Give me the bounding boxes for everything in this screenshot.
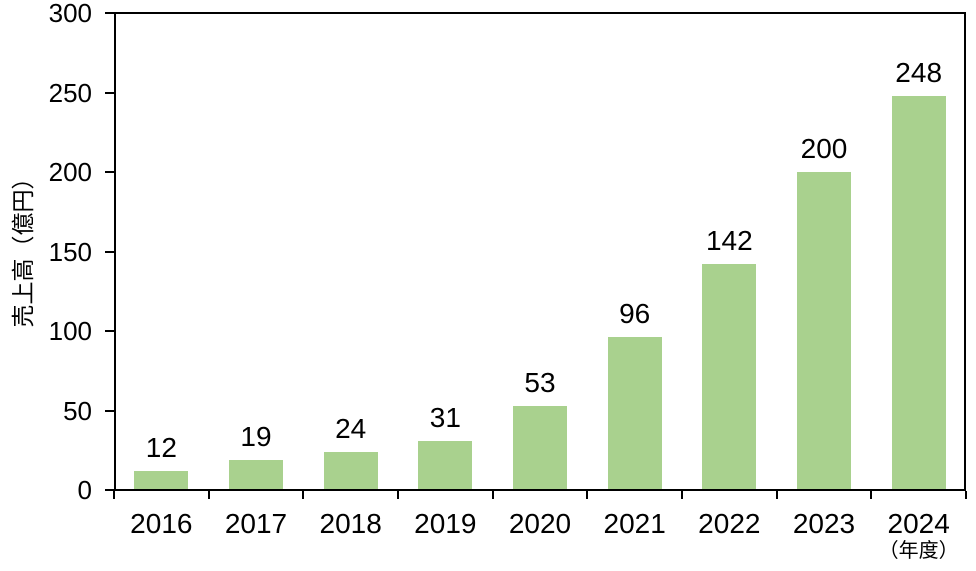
x-axis-unit-label: （年度）: [878, 540, 959, 562]
y-axis-tick: [105, 330, 114, 332]
bar-2018: [323, 451, 378, 489]
bar-2020: [513, 405, 567, 489]
x-axis-tick: [207, 491, 210, 499]
bar-2022: [702, 264, 757, 489]
bar-2021: [607, 337, 662, 489]
y-axis-tick: [105, 489, 114, 491]
y-tick-label: 0: [77, 475, 92, 505]
data-label-2020: 53: [524, 366, 556, 398]
y-tick-label: 100: [48, 316, 92, 346]
x-axis-tick: [302, 491, 305, 499]
y-tick-label: 250: [48, 77, 92, 108]
x-tick-label-2022: 2022: [698, 508, 761, 539]
bar-2023: [797, 172, 851, 489]
data-label-2019: 31: [429, 401, 461, 433]
data-label-2024: 248: [895, 56, 943, 88]
y-tick-label: 200: [48, 157, 92, 187]
data-label-2018: 24: [335, 412, 367, 444]
x-axis-tick: [491, 491, 494, 499]
y-tick-label: 150: [48, 236, 92, 267]
x-axis-tick: [397, 491, 399, 499]
data-label-2016: 12: [145, 431, 177, 463]
y-axis-tick: [105, 12, 114, 14]
y-axis-tick: [105, 409, 114, 412]
data-label-2021: 96: [619, 298, 651, 330]
bar-2017: [229, 459, 283, 489]
data-label-2023: 200: [800, 133, 848, 164]
x-tick-label-2021: 2021: [603, 508, 666, 539]
x-axis-tick: [965, 491, 967, 499]
bar-2016: [134, 470, 189, 489]
x-axis-tick: [586, 491, 589, 499]
x-axis-tick: [681, 491, 683, 499]
x-tick-label-2024: 2024: [887, 508, 950, 539]
x-tick-label-2018: 2018: [319, 508, 382, 539]
x-tick-label-2019: 2019: [414, 508, 477, 539]
y-axis-tick: [105, 250, 114, 253]
x-tick-label-2020: 2020: [508, 508, 572, 539]
data-label-2017: 19: [240, 420, 272, 452]
y-axis-tick: [105, 171, 114, 173]
x-tick-label-2023: 2023: [792, 508, 856, 539]
x-axis-tick: [775, 491, 778, 499]
x-tick-label-2017: 2017: [224, 508, 288, 539]
x-tick-label-2016: 2016: [130, 508, 193, 539]
y-axis-tick: [105, 91, 114, 94]
plot-area: [114, 12, 966, 491]
y-tick-label: 50: [63, 395, 92, 426]
bar-2024: [891, 95, 946, 489]
data-label-2022: 142: [705, 225, 753, 257]
bar-2019: [418, 440, 473, 489]
x-axis-tick: [870, 491, 873, 499]
x-axis-tick: [113, 491, 115, 499]
y-tick-label: 300: [48, 0, 92, 28]
